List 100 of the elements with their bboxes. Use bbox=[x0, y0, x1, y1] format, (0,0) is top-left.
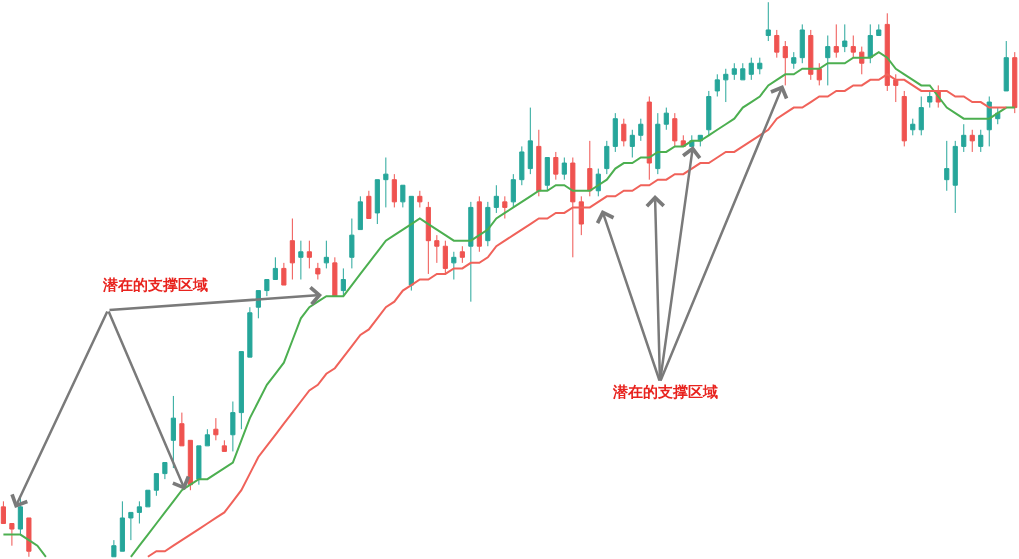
candlestick bbox=[298, 240, 304, 280]
candlestick bbox=[221, 439, 227, 452]
candlestick bbox=[765, 1, 771, 42]
candlestick bbox=[493, 184, 499, 214]
candlestick bbox=[153, 473, 159, 497]
candlestick bbox=[0, 500, 6, 525]
annotation: 潜在的支撑区域 bbox=[612, 383, 718, 401]
candlestick bbox=[323, 240, 329, 269]
candlestick bbox=[578, 195, 584, 236]
candlestick bbox=[706, 90, 712, 136]
candlestick bbox=[119, 500, 125, 552]
candlestick bbox=[340, 267, 346, 297]
candlestick bbox=[561, 157, 567, 181]
candlestick bbox=[748, 57, 754, 81]
candlestick bbox=[646, 95, 652, 181]
candlestick bbox=[910, 118, 916, 136]
candlestick bbox=[570, 157, 576, 258]
candlestick bbox=[468, 201, 474, 303]
candlestick bbox=[587, 140, 593, 197]
candlestick bbox=[213, 417, 219, 441]
candlestick bbox=[289, 218, 295, 280]
candlestick bbox=[731, 62, 737, 81]
candlestick bbox=[1003, 40, 1009, 92]
candlestick bbox=[485, 201, 491, 247]
candlestick bbox=[723, 68, 729, 103]
candlestick bbox=[306, 240, 312, 269]
candlestick bbox=[136, 500, 142, 525]
candlestick bbox=[553, 151, 559, 181]
candlestick bbox=[799, 23, 805, 64]
candlestick bbox=[901, 90, 907, 147]
candlestick bbox=[332, 256, 338, 297]
candlestick bbox=[281, 262, 287, 286]
candlestick bbox=[842, 23, 848, 53]
candlestick bbox=[349, 218, 355, 269]
candlestick bbox=[9, 523, 15, 547]
candlestick bbox=[876, 23, 882, 36]
candlestick bbox=[952, 140, 958, 214]
candlestick bbox=[451, 251, 457, 280]
candlestick bbox=[434, 234, 440, 264]
candlestick bbox=[442, 240, 448, 275]
candlestick bbox=[782, 40, 788, 86]
candlestick bbox=[884, 12, 890, 92]
candlestick bbox=[272, 256, 278, 280]
candlestick bbox=[621, 118, 627, 147]
candlestick bbox=[357, 195, 363, 231]
candlestick bbox=[1012, 51, 1018, 114]
candlestick bbox=[757, 57, 763, 75]
candlestick bbox=[791, 51, 797, 70]
candlestick bbox=[179, 412, 185, 447]
candlestick bbox=[544, 157, 550, 192]
candlestick bbox=[604, 140, 610, 175]
candlestick bbox=[111, 539, 117, 558]
candlestick bbox=[808, 29, 814, 81]
candlestick bbox=[204, 428, 210, 447]
candlestick bbox=[519, 145, 525, 186]
candlestick bbox=[825, 34, 831, 86]
candlestick bbox=[502, 195, 508, 219]
candlestick bbox=[969, 129, 975, 153]
candlestick bbox=[391, 173, 397, 208]
candlestick bbox=[663, 107, 669, 131]
annotation: 潜在的支撑区域 bbox=[102, 276, 208, 294]
candlestick bbox=[400, 184, 406, 208]
candlestick bbox=[527, 107, 533, 175]
candlestick bbox=[383, 157, 389, 208]
candlestick bbox=[128, 511, 134, 541]
candlestick bbox=[459, 245, 465, 264]
candlestick bbox=[672, 112, 678, 147]
candlestick bbox=[510, 173, 516, 208]
candlestick bbox=[867, 23, 873, 64]
candlestick bbox=[918, 95, 924, 136]
candlestick bbox=[196, 445, 202, 486]
candlestick bbox=[774, 29, 780, 59]
candlestick bbox=[893, 73, 899, 103]
candlestick bbox=[230, 401, 236, 452]
candlestick bbox=[247, 306, 253, 358]
candlestick bbox=[417, 190, 423, 208]
candlestick bbox=[408, 195, 414, 292]
candlestick bbox=[978, 129, 984, 153]
candlestick bbox=[170, 395, 176, 469]
candlestick bbox=[816, 62, 822, 86]
candlestick bbox=[238, 351, 244, 430]
candlestick bbox=[315, 262, 321, 280]
candlestick bbox=[26, 517, 32, 558]
candlestick bbox=[374, 179, 380, 225]
candlestick bbox=[612, 112, 618, 153]
candlestick bbox=[145, 489, 151, 508]
candlestick bbox=[162, 462, 168, 480]
candlestick bbox=[425, 201, 431, 275]
candlestick bbox=[187, 439, 193, 491]
candlestick bbox=[638, 118, 644, 142]
candlestick bbox=[740, 62, 746, 81]
candlestick bbox=[536, 129, 542, 197]
candlestick bbox=[714, 73, 720, 97]
candlestick bbox=[629, 129, 635, 158]
candlestick bbox=[927, 90, 933, 109]
candlestick bbox=[366, 190, 372, 219]
candlestick bbox=[850, 34, 856, 59]
candlestick bbox=[264, 279, 270, 297]
candlestick bbox=[655, 112, 661, 175]
candlestick bbox=[476, 195, 482, 253]
